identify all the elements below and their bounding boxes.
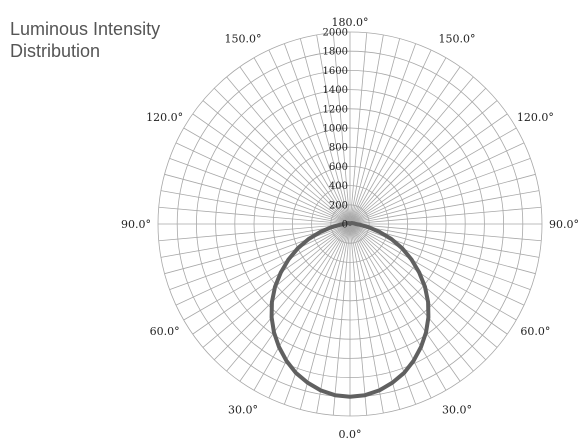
angular-grid-spoke bbox=[169, 223, 351, 291]
angular-grid-spoke bbox=[349, 66, 461, 225]
angular-grid-spoke bbox=[175, 223, 351, 306]
angular-grid-spoke bbox=[175, 142, 351, 225]
radial-tick-label: 400 bbox=[329, 181, 348, 192]
radial-tick-label: 1600 bbox=[323, 66, 348, 77]
angular-grid-spoke bbox=[268, 49, 351, 225]
angle-label: 120.0° bbox=[146, 111, 183, 124]
angular-grid-spoke bbox=[349, 43, 417, 225]
angular-grid-spoke bbox=[160, 190, 351, 225]
radial-tick-label: 200 bbox=[329, 200, 348, 211]
angular-grid-spoke bbox=[183, 223, 351, 321]
angular-grid-spoke bbox=[158, 206, 351, 225]
angular-grid-spoke bbox=[253, 223, 351, 391]
angular-grid-spoke bbox=[332, 32, 351, 225]
angular-grid-spoke bbox=[213, 87, 351, 225]
angular-grid-spoke bbox=[349, 223, 487, 361]
angle-label: 90.0° bbox=[121, 218, 151, 231]
angular-grid-spoke bbox=[349, 223, 368, 416]
angular-grid-spoke bbox=[299, 38, 351, 225]
angular-grid-spoke bbox=[349, 173, 536, 225]
angular-grid-spoke bbox=[349, 127, 517, 225]
radial-tick-label: 1200 bbox=[323, 104, 348, 115]
angular-grid-spoke bbox=[316, 34, 351, 225]
angular-grid-spoke bbox=[349, 223, 540, 258]
angle-label: 90.0° bbox=[549, 218, 579, 231]
angular-grid-spoke bbox=[349, 57, 447, 225]
angular-grid-spoke bbox=[226, 223, 351, 372]
angular-grid-spoke bbox=[192, 223, 351, 335]
angular-grid-spoke bbox=[268, 223, 351, 399]
radial-tick-labels: 0 200 400 600 800 1000 1200 1400 1600 1800 2000 bbox=[323, 28, 348, 231]
angular-grid-spoke bbox=[226, 76, 351, 225]
angular-grid-spoke bbox=[164, 173, 351, 225]
chart-title-line-1: Luminous Intensity bbox=[10, 19, 161, 39]
angular-grid-spoke bbox=[299, 223, 351, 410]
angular-grid-spoke bbox=[349, 223, 542, 242]
radial-tick-label: 1800 bbox=[323, 47, 348, 58]
polar-grid bbox=[157, 31, 543, 417]
angular-grid-spoke bbox=[332, 223, 351, 416]
angular-grid-spoke bbox=[349, 113, 508, 225]
angular-grid-spoke bbox=[239, 223, 351, 382]
angular-grid-spoke bbox=[349, 49, 432, 225]
chart-title: Luminous Intensity Distribution bbox=[10, 18, 160, 62]
angular-grid-spoke bbox=[349, 100, 498, 225]
angle-label: 150.0° bbox=[225, 33, 262, 46]
angular-grid-spoke bbox=[283, 43, 351, 225]
angular-grid-spoke bbox=[349, 223, 447, 391]
series-group bbox=[269, 221, 431, 399]
radial-tick-label: 0 bbox=[342, 220, 348, 231]
radial-tick-label: 1000 bbox=[323, 124, 348, 135]
angular-grid-spoke bbox=[349, 223, 517, 321]
angular-grid-spoke bbox=[349, 223, 508, 335]
angular-grid-spoke bbox=[349, 223, 432, 399]
angular-grid-spoke bbox=[349, 34, 384, 225]
radial-tick-label: 600 bbox=[329, 162, 348, 173]
angle-label: 150.0° bbox=[439, 33, 476, 46]
series-line bbox=[269, 221, 431, 399]
angle-label: 60.0° bbox=[520, 325, 550, 338]
radial-tick-label: 1400 bbox=[323, 85, 348, 96]
angular-grid-spoke bbox=[349, 223, 401, 410]
angular-grid-spoke bbox=[239, 66, 351, 225]
angular-grid-spoke bbox=[349, 76, 474, 225]
angular-grid-spoke bbox=[349, 223, 384, 414]
angular-grid-spoke bbox=[160, 223, 351, 258]
angle-labels: 0.0° 30.0° 30.0° 60.0° 60.0° 90.0° 90.0° 120.0°… bbox=[121, 16, 579, 441]
angular-grid-spoke bbox=[349, 223, 474, 372]
angle-label: 60.0° bbox=[150, 325, 180, 338]
angular-grid-spoke bbox=[213, 223, 351, 361]
angle-label: 180.0° bbox=[332, 16, 369, 29]
angular-grid-spoke bbox=[349, 223, 461, 382]
angular-grid-spoke bbox=[253, 57, 351, 225]
angular-grid-spoke bbox=[169, 157, 351, 225]
angular-grid-spoke bbox=[349, 142, 525, 225]
angular-grid-spoke bbox=[349, 223, 531, 291]
angular-grid-spoke bbox=[349, 190, 540, 225]
angular-grid-spoke bbox=[349, 223, 525, 306]
radial-tick-label: 2000 bbox=[323, 28, 348, 39]
angle-label: 30.0° bbox=[228, 403, 258, 416]
angular-grid-spoke bbox=[349, 206, 542, 225]
angular-grid-spoke bbox=[316, 223, 351, 414]
angular-grid-spoke bbox=[349, 32, 368, 225]
angular-grid-spoke bbox=[349, 38, 401, 225]
angle-label: 30.0° bbox=[442, 403, 472, 416]
angle-label: 120.0° bbox=[517, 111, 554, 124]
angular-grid-spoke bbox=[158, 223, 351, 242]
angular-grid-spoke bbox=[349, 157, 531, 225]
radial-tick-label: 800 bbox=[329, 143, 348, 154]
chart-title-line-2: Distribution bbox=[10, 41, 101, 61]
angle-label: 0.0° bbox=[339, 428, 362, 441]
angular-grid-spoke bbox=[202, 100, 351, 225]
angular-grid-spoke bbox=[192, 113, 351, 225]
angular-grid-spoke bbox=[183, 127, 351, 225]
angular-grid-spoke bbox=[349, 87, 487, 225]
